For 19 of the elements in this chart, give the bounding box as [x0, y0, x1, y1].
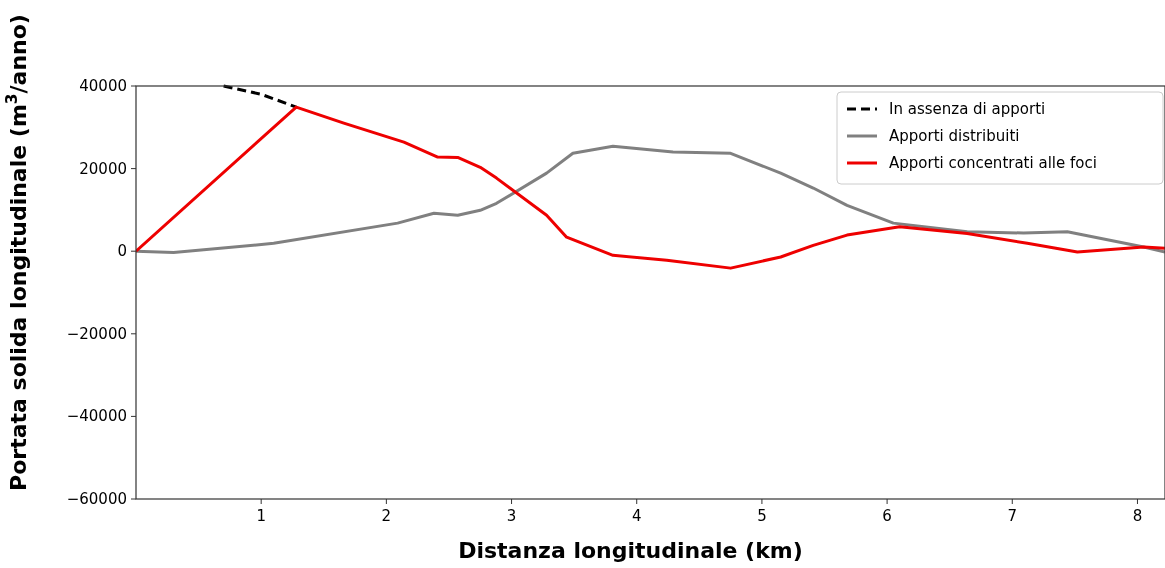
x-tick-label: 3: [506, 507, 517, 525]
x-axis-title: Distanza longitudinale (km): [458, 538, 803, 563]
y-tick-label: 0: [117, 242, 127, 261]
y-tick-label: 20000: [79, 159, 127, 178]
x-tick-label: 1: [256, 507, 266, 525]
x-tick-label: 4: [631, 507, 642, 525]
x-tick-label: 8: [1132, 507, 1143, 525]
legend-label: Apporti distribuiti: [889, 127, 1020, 145]
line-series: [136, 144, 1165, 254]
legend-label: In assenza di apporti: [889, 100, 1046, 118]
x-tick-label: 5: [757, 507, 767, 525]
y-tick-label: 40000: [79, 77, 127, 95]
y-tick-label: −20000: [66, 324, 127, 343]
y-tick-label: −40000: [66, 407, 127, 426]
x-tick-label: 2: [381, 507, 392, 525]
legend-label: Apporti concentrati alle foci: [889, 154, 1097, 172]
x-tick-label: 7: [1007, 507, 1018, 525]
x-tick-label: 6: [882, 507, 892, 525]
y-tick-label: −60000: [66, 490, 127, 508]
